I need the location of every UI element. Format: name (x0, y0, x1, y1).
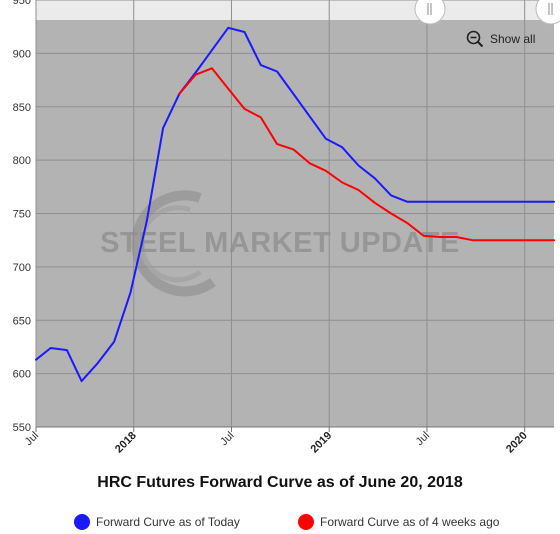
y-tick-label: 750 (13, 209, 31, 221)
y-tick-label: 850 (13, 102, 31, 114)
legend-item-four-weeks-ago[interactable]: Forward Curve as of 4 weeks ago (298, 514, 499, 530)
y-axis: 550 600 650 700 750 800 850 900 950 (13, 0, 31, 434)
legend-marker-four-weeks-ago (298, 514, 314, 530)
legend-label-today: Forward Curve as of Today (96, 515, 240, 529)
show-all-button[interactable]: Show all (466, 29, 535, 49)
x-tick-label: 2020 (504, 430, 530, 456)
range-navigator-bar (36, 0, 554, 20)
series-layer (35, 26, 555, 383)
x-axis: Jul 2018 Jul 2019 Jul 2020 (23, 426, 554, 456)
range-handle-left[interactable] (414, 0, 446, 25)
y-tick-label: 900 (13, 48, 31, 60)
y-tick-label: 550 (13, 422, 31, 434)
legend-item-today[interactable]: Forward Curve as of Today (74, 514, 240, 530)
legend-marker-today (74, 514, 90, 530)
chart-legend: Forward Curve as of Today Forward Curve … (0, 514, 560, 534)
x-tick-label: 2019 (309, 430, 335, 456)
watermark-text: STEEL MARKET UPDATE (100, 227, 460, 259)
range-handle-right[interactable] (535, 0, 560, 25)
x-tick-label: Jul (414, 430, 432, 448)
series-line-four-weeks-ago[interactable] (178, 67, 555, 242)
y-tick-label: 800 (13, 155, 31, 167)
chart-svg: STEEL MARKET UPDATE 550 600 650 700 750 800 85… (13, 0, 560, 456)
y-tick-label: 950 (13, 0, 31, 7)
y-tick-label: 700 (13, 262, 31, 274)
watermark: STEEL MARKET UPDATE (100, 190, 460, 297)
x-tick-label: Jul (218, 430, 236, 448)
series-line-today[interactable] (35, 26, 555, 383)
y-tick-label: 600 (13, 369, 31, 381)
legend-label-four-weeks-ago: Forward Curve as of 4 weeks ago (320, 515, 500, 529)
x-tick-label: 2018 (113, 430, 139, 456)
watermark-swoosh-icon (131, 190, 216, 297)
zoom-out-icon (466, 30, 484, 48)
show-all-label: Show all (490, 32, 536, 46)
chart-title: HRC Futures Forward Curve as of June 20,… (97, 474, 463, 491)
y-tick-label: 650 (13, 315, 31, 327)
